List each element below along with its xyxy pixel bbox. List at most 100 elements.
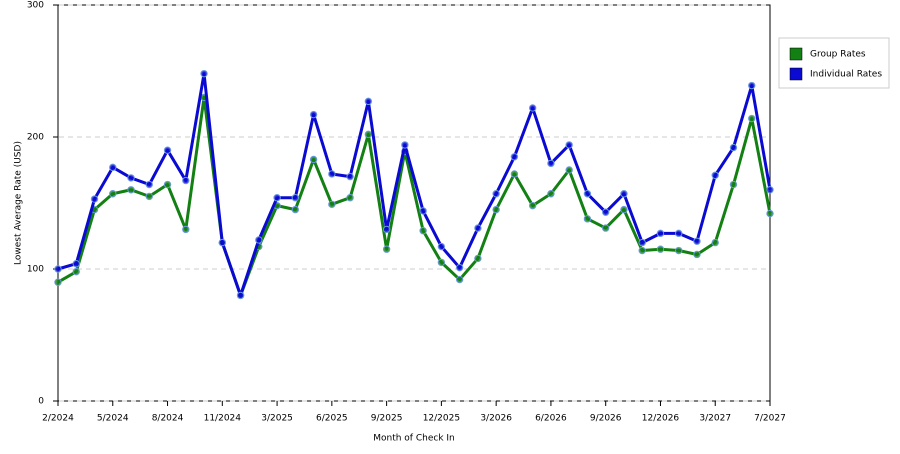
y-tick-label: 0 — [38, 397, 44, 407]
data-point — [601, 224, 610, 232]
data-point — [510, 170, 519, 178]
data-point — [528, 104, 537, 112]
data-point — [72, 267, 80, 276]
data-point — [72, 260, 80, 268]
data-point — [236, 291, 245, 300]
y-tick-label: 300 — [27, 1, 44, 11]
x-tick-label: 6/2025 — [316, 414, 348, 424]
data-point — [127, 186, 135, 194]
data-point — [163, 180, 172, 189]
data-point — [729, 143, 738, 152]
x-tick-label: 3/2026 — [480, 414, 512, 424]
x-tick-label: 9/2026 — [590, 414, 622, 424]
data-point — [766, 186, 774, 194]
data-point — [492, 190, 500, 198]
data-point — [583, 190, 592, 198]
y-tick-label: 200 — [27, 133, 44, 143]
data-point — [437, 242, 446, 251]
data-point — [656, 245, 665, 253]
x-tick-label: 3/2025 — [261, 414, 293, 424]
data-point — [675, 229, 683, 238]
data-point — [328, 170, 336, 178]
data-point — [401, 141, 409, 149]
data-point — [492, 205, 500, 214]
x-tick-label: 8/2024 — [152, 414, 184, 424]
data-point — [109, 190, 117, 198]
data-point — [729, 180, 738, 189]
data-point — [218, 238, 227, 247]
data-point — [693, 250, 701, 259]
x-tick-label: 5/2024 — [97, 414, 129, 424]
x-tick-label: 2/2024 — [42, 414, 74, 424]
data-point — [547, 190, 555, 198]
data-point — [273, 194, 281, 202]
y-axis-label: Lowest Average Rate (USD) — [14, 141, 24, 265]
data-point — [675, 246, 683, 255]
data-point — [364, 97, 373, 106]
data-point — [565, 141, 573, 149]
data-point — [145, 192, 153, 201]
data-point — [145, 180, 153, 189]
data-point — [693, 237, 701, 245]
data-point — [455, 263, 464, 272]
data-point — [455, 275, 464, 284]
series-line — [57, 72, 772, 297]
legend-label: Individual Rates — [810, 70, 882, 80]
x-tick-label: 12/2025 — [423, 414, 460, 424]
data-point — [309, 155, 318, 164]
data-point — [748, 81, 756, 90]
data-point — [200, 69, 208, 78]
data-point — [182, 225, 190, 234]
data-point — [309, 110, 318, 119]
data-point — [346, 194, 354, 202]
x-tick-label: 3/2027 — [699, 414, 731, 424]
data-point — [54, 265, 62, 273]
data-point — [656, 229, 665, 238]
series-line — [57, 95, 772, 297]
data-point — [346, 172, 354, 181]
x-axis-label: Month of Check In — [373, 434, 455, 444]
data-point — [766, 209, 774, 218]
data-point — [90, 195, 99, 203]
data-point — [620, 190, 628, 198]
y-tick-label: 100 — [27, 265, 44, 275]
legend-label: Group Rates — [810, 50, 866, 60]
data-point — [419, 207, 427, 215]
data-point — [474, 254, 482, 263]
data-point — [182, 176, 190, 185]
data-point — [109, 163, 117, 172]
data-point — [163, 146, 172, 154]
data-point — [748, 114, 756, 123]
data-point — [474, 224, 482, 232]
data-point — [638, 246, 646, 255]
data-point — [601, 208, 610, 216]
data-point — [328, 200, 336, 209]
legend — [778, 37, 890, 89]
data-point — [565, 166, 573, 174]
data-point — [419, 227, 427, 235]
data-point — [291, 205, 300, 214]
data-point — [528, 201, 537, 210]
plot-frame — [57, 4, 771, 402]
data-point — [711, 238, 719, 247]
x-tick-label: 7/2027 — [754, 414, 786, 424]
data-point — [583, 215, 592, 223]
data-point — [291, 194, 300, 202]
data-point — [255, 236, 263, 244]
data-point — [127, 174, 135, 182]
legend-swatch — [789, 47, 803, 61]
x-tick-label: 6/2026 — [535, 414, 567, 424]
x-tick-label: 11/2024 — [204, 414, 242, 424]
data-point — [437, 258, 446, 267]
data-point — [620, 205, 628, 214]
data-point — [382, 245, 391, 253]
data-point — [54, 278, 62, 286]
x-tick-label: 9/2025 — [371, 414, 403, 424]
data-point — [638, 238, 646, 247]
data-point — [547, 159, 555, 168]
data-point — [711, 171, 719, 179]
legend-swatch — [789, 67, 803, 81]
data-point — [510, 153, 519, 161]
data-point — [364, 130, 373, 139]
